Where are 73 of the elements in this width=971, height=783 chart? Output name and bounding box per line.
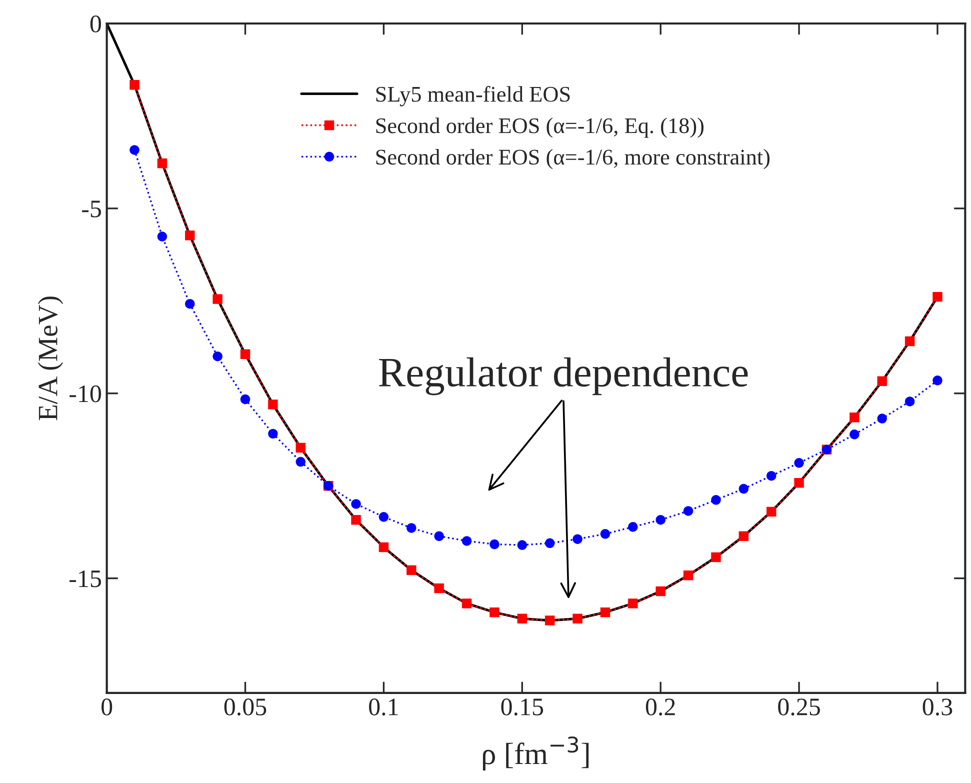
point: [877, 376, 887, 386]
point: [904, 396, 915, 406]
point: [904, 336, 915, 346]
point: [296, 456, 306, 467]
point: [268, 428, 278, 439]
point: [711, 495, 721, 505]
point: [932, 376, 942, 386]
point: [462, 598, 472, 608]
point: [544, 538, 555, 548]
point: [351, 499, 361, 509]
point: [296, 442, 306, 453]
point: [850, 430, 860, 440]
point: [490, 539, 500, 550]
point: [794, 458, 804, 468]
point: [517, 614, 528, 624]
x-tick-label: 0.05: [224, 698, 266, 716]
point: [378, 542, 389, 552]
point: [628, 522, 638, 532]
legend-label: SLy5 mean-field EOS: [376, 86, 570, 106]
point: [850, 412, 860, 422]
x-tick-label: 0.1: [369, 698, 398, 716]
point: [738, 531, 749, 541]
point: [877, 414, 887, 424]
x-tick-label: 0.15: [501, 698, 544, 716]
point: [406, 523, 416, 533]
annotation: Regulator dependence: [378, 357, 748, 396]
point: [656, 586, 666, 596]
y-axis-title: E/A (MeV): [38, 296, 64, 420]
point: [711, 552, 721, 562]
x-axis-title: ρ [fm$^{−3}$]: [482, 736, 589, 771]
point: [572, 614, 582, 624]
x-tick-label: 0: [102, 698, 112, 716]
point: [656, 514, 666, 525]
point: [212, 294, 222, 304]
point: [462, 536, 472, 546]
legend-label: Second order EOS (α=-1/6, Eq. (18)): [376, 118, 704, 138]
point: [240, 394, 250, 404]
legend-label: Second order EOS (α=-1/6, more constraint): [376, 149, 770, 170]
point: [268, 400, 278, 410]
point: [766, 470, 776, 481]
point: [572, 534, 582, 544]
point: [794, 478, 804, 488]
x-tick-label: 0.2: [646, 698, 675, 716]
point: [185, 230, 195, 240]
y-tick-label: -10: [70, 385, 101, 402]
point: [157, 158, 168, 168]
point: [434, 531, 444, 541]
point: [212, 352, 222, 362]
y-tick-label: -15: [70, 570, 101, 588]
point: [628, 598, 638, 608]
y-tick-label: -5: [82, 200, 101, 218]
point: [351, 514, 361, 525]
point: [157, 232, 168, 242]
point: [544, 616, 555, 626]
point: [490, 607, 500, 618]
point: [932, 292, 942, 302]
point: [766, 506, 776, 517]
point: [406, 565, 416, 576]
point: [517, 540, 528, 550]
point: [738, 484, 749, 494]
point: [130, 80, 140, 90]
point: [185, 298, 195, 309]
point: [378, 512, 389, 522]
point: [683, 570, 694, 580]
point: [600, 607, 610, 618]
point: [130, 145, 140, 155]
y-tick-label: 0: [90, 16, 101, 32]
point: [683, 506, 694, 516]
point: [434, 583, 444, 594]
point: [600, 529, 610, 539]
x-tick-label: 0.3: [922, 698, 952, 716]
point: [240, 349, 250, 360]
x-tick-label: 0.25: [778, 698, 820, 716]
